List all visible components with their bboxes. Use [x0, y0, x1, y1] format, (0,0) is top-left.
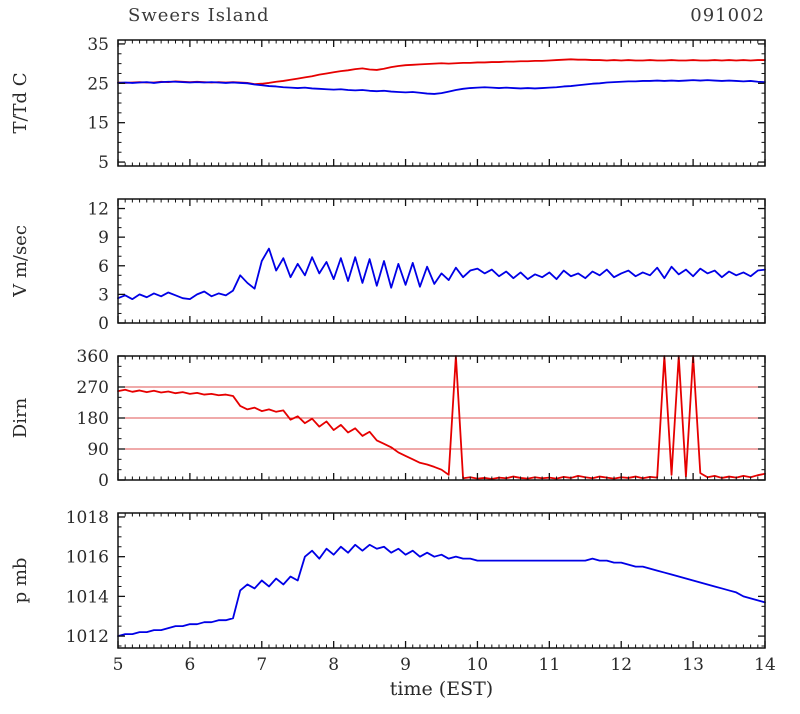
y-tick-label: 0 — [98, 471, 109, 491]
x-tick-label: 12 — [610, 655, 632, 675]
y-tick-label: 15 — [87, 114, 109, 134]
x-tick-label: 8 — [328, 655, 339, 675]
y-tick-label: 0 — [98, 314, 109, 334]
y-tick-label: 1018 — [66, 508, 109, 528]
y-axis-title: p mb — [10, 558, 31, 604]
y-axis-title: T/Td C — [10, 72, 31, 133]
y-axis-title: V m/sec — [10, 225, 31, 298]
pressure-line — [117, 543, 766, 637]
x-tick-label: 13 — [682, 655, 704, 675]
station-name: Sweers Island — [128, 5, 270, 26]
panel-temperature-dewpoint: 5 15 25 35 T/Td C — [10, 35, 766, 173]
y-tick-label: 35 — [87, 35, 109, 55]
x-tick-label: 6 — [184, 655, 195, 675]
y-tick-label: 180 — [77, 409, 109, 429]
x-tick-label: 9 — [400, 655, 411, 675]
panel-wind-direction: 0 90 180 270 360 Dirn — [10, 347, 766, 491]
y-tick-label: 1012 — [66, 627, 109, 647]
x-tick-label: 7 — [256, 655, 267, 675]
x-tick-label: 10 — [467, 655, 489, 675]
x-tick-label: 11 — [539, 655, 561, 675]
y-tick-label: 270 — [77, 378, 109, 398]
y-tick-label: 90 — [87, 440, 109, 460]
y-tick-label: 12 — [87, 200, 109, 220]
y-tick-label: 1014 — [66, 587, 109, 607]
y-tick-label: 6 — [98, 257, 109, 277]
y-tick-label: 5 — [98, 153, 109, 173]
dewpoint-line — [117, 79, 766, 95]
x-tick-label: 14 — [754, 655, 776, 675]
y-tick-label: 360 — [77, 347, 109, 367]
y-tick-label: 9 — [98, 228, 109, 248]
y-tick-label: 25 — [87, 74, 109, 94]
panel-frame — [117, 39, 766, 167]
y-tick-label: 3 — [98, 285, 109, 305]
date-code: 091002 — [690, 5, 765, 26]
wind-speed-line — [117, 247, 766, 301]
panel-frame — [117, 512, 766, 649]
y-tick-label: 1016 — [66, 548, 109, 568]
panel-pressure: 1012 1014 1016 1018 p mb — [10, 508, 766, 649]
panel-frame — [117, 198, 766, 324]
y-axis-title: Dirn — [10, 397, 31, 438]
x-axis-title: time (EST) — [390, 678, 493, 700]
panel-wind-speed: 0 3 6 9 12 V m/sec — [10, 198, 766, 334]
x-tick-label: 5 — [113, 655, 124, 675]
wind-direction-line — [117, 355, 766, 480]
